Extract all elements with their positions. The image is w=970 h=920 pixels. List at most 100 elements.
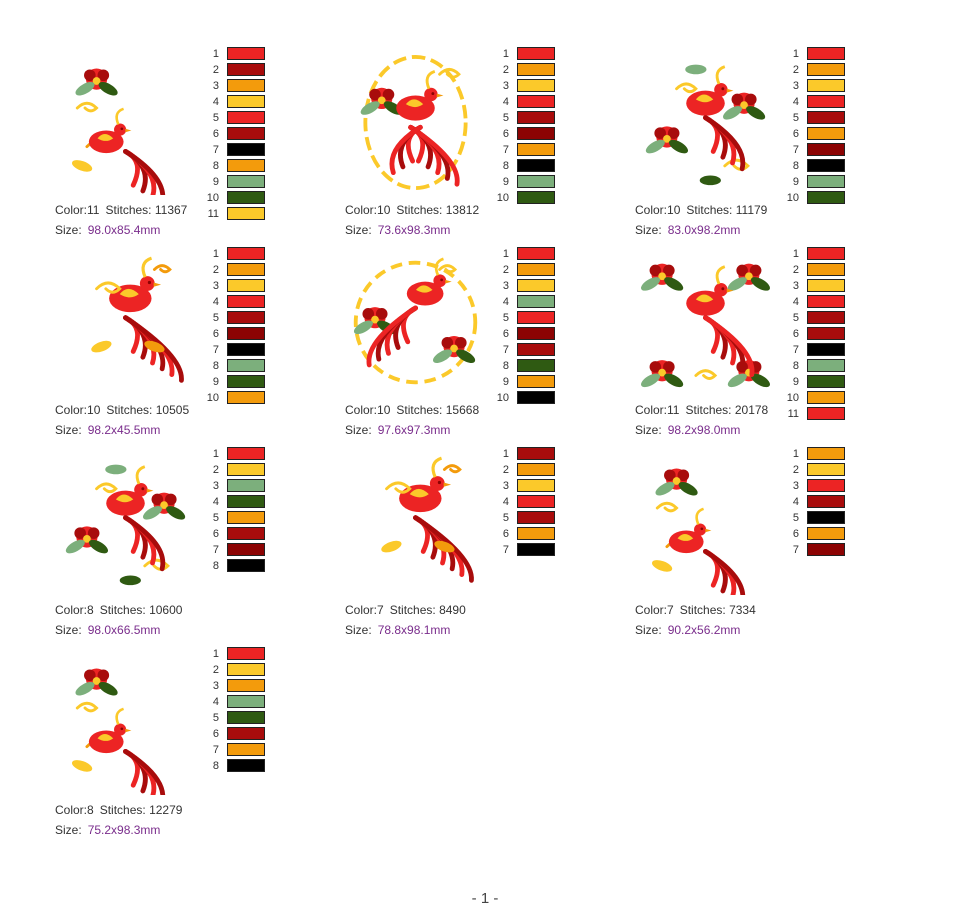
- stitches-label: Stitches:: [396, 203, 443, 217]
- thread-color-swatch: [807, 63, 845, 76]
- stitch-count: 13812: [445, 203, 480, 217]
- thread-color-number: 8: [212, 160, 219, 172]
- thread-color-swatch: [517, 375, 555, 388]
- stitch-count: 10505: [155, 403, 190, 417]
- thread-color-number: 2: [502, 64, 509, 76]
- thread-color-number: 9: [502, 376, 509, 388]
- size-label: Size:: [635, 623, 662, 637]
- thread-color-swatch: [517, 359, 555, 372]
- thread-color-number: 4: [792, 296, 799, 308]
- thread-color-number: 1: [212, 48, 219, 60]
- thread-color-number: 9: [792, 176, 799, 188]
- design-card: 1 2 3 4 5 6 7 8 9 10 11 Color:11 Stitches: 20178 Size…: [635, 247, 925, 447]
- thread-color-swatch: [517, 391, 555, 404]
- thread-color-swatch: [807, 79, 845, 92]
- design-size-info: Size: 78.8x98.1mm: [345, 623, 450, 637]
- thread-color-swatch: [227, 191, 265, 204]
- design-color-stitch-info: Color:11 Stitches: 20178: [635, 403, 768, 417]
- thread-color-swatch: [227, 663, 265, 676]
- thread-color-swatch: [807, 327, 845, 340]
- thread-color-swatch: [807, 311, 845, 324]
- thread-color-number: 4: [502, 296, 509, 308]
- thread-color-swatch: [517, 343, 555, 356]
- thread-color-number: 3: [502, 80, 509, 92]
- design-size-info: Size: 73.6x98.3mm: [345, 223, 450, 237]
- thread-color-swatch: [517, 311, 555, 324]
- thread-color-swatch: [807, 463, 845, 476]
- thread-color-swatch: [227, 343, 265, 356]
- thread-color-number: 2: [212, 264, 219, 276]
- thread-color-number: 6: [212, 728, 219, 740]
- thread-color-number: 5: [792, 312, 799, 324]
- thread-color-swatch: [227, 479, 265, 492]
- thread-color-swatch: [807, 543, 845, 556]
- thread-color-swatch: [227, 527, 265, 540]
- thread-color-swatch: [227, 447, 265, 460]
- design-size-info: Size: 90.2x56.2mm: [635, 623, 740, 637]
- thread-color-swatch: [227, 111, 265, 124]
- thread-color-swatch: [807, 143, 845, 156]
- thread-color-swatch: [517, 247, 555, 260]
- design-color-stitch-info: Color:8 Stitches: 10600: [55, 603, 182, 617]
- embroidery-preview-image: [65, 464, 185, 585]
- thread-color-swatch: [227, 47, 265, 60]
- thread-color-number: 6: [502, 128, 509, 140]
- thread-color-number: 7: [502, 344, 509, 356]
- embroidery-preview-image: [71, 68, 165, 195]
- design-size-info: Size: 98.2x45.5mm: [55, 423, 160, 437]
- design-thumbnail: [345, 247, 485, 397]
- thread-color-swatch: [227, 279, 265, 292]
- design-size: 78.8x98.1mm: [377, 623, 451, 637]
- stitch-count: 11367: [154, 203, 188, 217]
- thread-color-number: 2: [792, 464, 799, 476]
- thread-color-number: 9: [792, 376, 799, 388]
- stitch-count: 11179: [735, 203, 768, 217]
- thread-color-swatch: [227, 727, 265, 740]
- thread-color-swatch: [517, 479, 555, 492]
- stitch-count: 20178: [734, 403, 769, 417]
- color-count: 10: [87, 403, 101, 417]
- design-thumbnail: [55, 47, 195, 197]
- color-count: 8: [87, 803, 94, 817]
- thread-color-number: 1: [792, 248, 799, 260]
- thread-color-swatch: [517, 543, 555, 556]
- embroidery-preview-image: [640, 263, 770, 387]
- thread-color-swatch: [807, 95, 845, 108]
- design-size-info: Size: 97.6x97.3mm: [345, 423, 450, 437]
- thread-color-number: 4: [212, 496, 219, 508]
- thread-color-swatch: [227, 647, 265, 660]
- thread-color-number: 4: [212, 696, 219, 708]
- stitches-label: Stitches:: [685, 403, 732, 417]
- thread-color-swatch: [227, 391, 265, 404]
- thread-color-swatch: [517, 447, 555, 460]
- thread-color-swatch: [517, 327, 555, 340]
- design-color-stitch-info: Color:10 Stitches: 15668: [345, 403, 479, 417]
- thread-color-number: 6: [792, 328, 799, 340]
- design-card: 1 2 3 4 5 6 7 8 Color:8 Stitches: 10600 Size: 98.0x…: [55, 447, 345, 647]
- design-thumbnail: [345, 447, 485, 597]
- thread-color-swatch: [807, 111, 845, 124]
- thread-color-number: 8: [502, 360, 509, 372]
- page-number: - 1 -: [471, 890, 499, 907]
- design-thumbnail: [345, 47, 485, 197]
- color-label: Color:: [55, 203, 88, 217]
- thread-color-swatch: [517, 143, 555, 156]
- thread-color-swatch: [227, 743, 265, 756]
- thread-color-swatch: [807, 527, 845, 540]
- design-size-info: Size: 98.2x98.0mm: [635, 423, 740, 437]
- thread-color-swatch: [227, 175, 265, 188]
- design-size: 98.2x45.5mm: [87, 423, 161, 437]
- thread-color-swatch: [227, 295, 265, 308]
- stitch-count: 7334: [729, 603, 756, 617]
- thread-color-number: 4: [502, 496, 509, 508]
- stitch-count: 8490: [439, 603, 466, 617]
- color-label: Color:: [635, 603, 668, 617]
- design-card: 1 2 3 4 5 6 7 8 9 10 Color:10 Stitches: 13812 Size: 7…: [345, 47, 635, 247]
- embroidery-preview-image: [645, 64, 765, 185]
- design-size-info: Size: 75.2x98.3mm: [55, 823, 160, 837]
- stitch-count: 12279: [149, 803, 183, 817]
- color-label: Color:: [635, 403, 668, 417]
- size-label: Size:: [345, 223, 372, 237]
- design-size: 97.6x97.3mm: [377, 423, 451, 437]
- embroidery-preview-image: [380, 456, 474, 583]
